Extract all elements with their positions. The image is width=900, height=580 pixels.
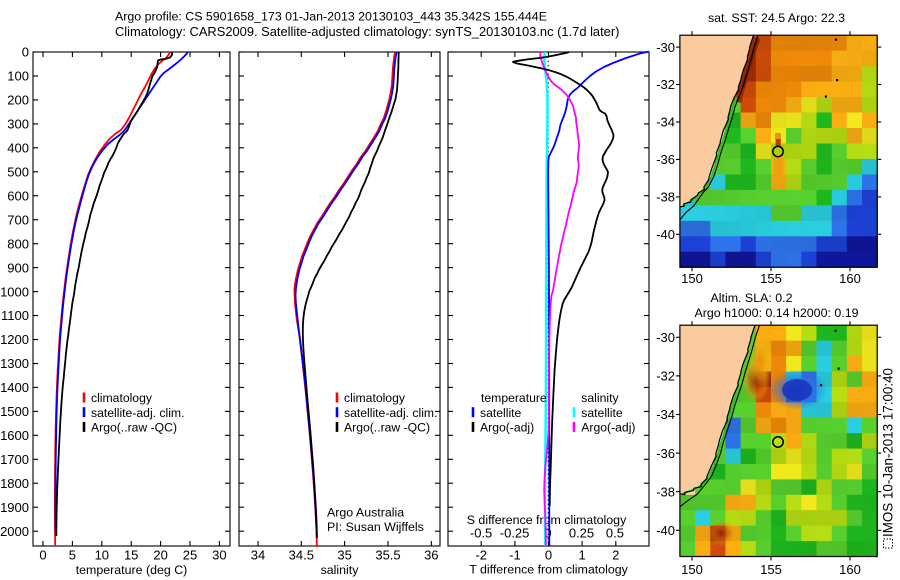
svg-text:Argo(-adj): Argo(-adj) xyxy=(480,421,534,435)
svg-text:climatology: climatology xyxy=(344,391,406,405)
svg-text:155: 155 xyxy=(760,562,782,577)
svg-text:34: 34 xyxy=(251,548,265,563)
svg-text:1500: 1500 xyxy=(0,404,29,419)
svg-text:800: 800 xyxy=(7,236,29,251)
svg-text:1200: 1200 xyxy=(0,332,29,347)
svg-text:0: 0 xyxy=(544,525,551,540)
svg-text:T difference from climatology: T difference from climatology xyxy=(469,563,628,577)
svg-text:2000: 2000 xyxy=(0,524,29,539)
svg-text:15: 15 xyxy=(124,548,138,563)
svg-text:160: 160 xyxy=(839,271,861,286)
svg-text:satellite-adj. clim.: satellite-adj. clim. xyxy=(91,406,184,420)
svg-text:160: 160 xyxy=(839,562,861,577)
svg-text:salinity: salinity xyxy=(321,563,360,577)
svg-text:satellite: satellite xyxy=(480,406,522,420)
svg-text:-40: -40 xyxy=(656,227,675,242)
svg-text:-1: -1 xyxy=(509,548,521,563)
svg-text:155: 155 xyxy=(760,271,782,286)
svg-text:sat. SST: 24.5 Argo: 22.3: sat. SST: 24.5 Argo: 22.3 xyxy=(708,11,845,25)
svg-text:34.5: 34.5 xyxy=(289,548,314,563)
svg-text:300: 300 xyxy=(7,117,29,132)
svg-text:-30: -30 xyxy=(656,330,675,345)
svg-text:-38: -38 xyxy=(656,190,675,205)
svg-text:10: 10 xyxy=(95,548,109,563)
svg-text:Altim. SLA: 0.2: Altim. SLA: 0.2 xyxy=(711,291,793,305)
svg-text:0: 0 xyxy=(39,548,46,563)
svg-text:5: 5 xyxy=(69,548,76,563)
svg-text:Argo profile: CS 5901658_173 0: Argo profile: CS 5901658_173 01-Jan-2013… xyxy=(115,10,547,24)
svg-text:-36: -36 xyxy=(656,152,675,167)
svg-text:0.5: 0.5 xyxy=(606,525,624,540)
svg-text:PI: Susan Wijffels: PI: Susan Wijffels xyxy=(327,520,424,534)
svg-text:100: 100 xyxy=(7,69,29,84)
svg-text:Argo(..raw -QC): Argo(..raw -QC) xyxy=(344,421,430,435)
svg-text:900: 900 xyxy=(7,260,29,275)
svg-text:-38: -38 xyxy=(656,484,675,499)
svg-text:-0.5: -0.5 xyxy=(470,525,492,540)
svg-text:36: 36 xyxy=(424,548,438,563)
svg-text:Argo Australia: Argo Australia xyxy=(327,506,404,520)
svg-text:35: 35 xyxy=(337,548,351,563)
svg-text:climatology: climatology xyxy=(91,391,153,405)
svg-text:satellite: satellite xyxy=(581,406,623,420)
svg-text:Climatology: CARS2009. Satelli: Climatology: CARS2009. Satellite-adjuste… xyxy=(115,24,619,39)
svg-text:-32: -32 xyxy=(656,369,675,384)
svg-text:-34: -34 xyxy=(656,115,675,130)
svg-text:-0.25: -0.25 xyxy=(500,525,530,540)
svg-text:0.25: 0.25 xyxy=(569,525,594,540)
svg-text:1600: 1600 xyxy=(0,428,29,443)
svg-text:1300: 1300 xyxy=(0,356,29,371)
svg-text:1900: 1900 xyxy=(0,500,29,515)
svg-text:-40: -40 xyxy=(656,523,675,538)
svg-text:25: 25 xyxy=(183,548,197,563)
svg-text:temperature (deg C): temperature (deg C) xyxy=(76,563,188,577)
svg-text:1: 1 xyxy=(578,548,585,563)
svg-text:150: 150 xyxy=(681,562,703,577)
svg-text:-34: -34 xyxy=(656,407,675,422)
svg-text:0: 0 xyxy=(545,548,552,563)
svg-text:Argo(-adj): Argo(-adj) xyxy=(581,421,635,435)
svg-text:20: 20 xyxy=(153,548,167,563)
svg-text:1400: 1400 xyxy=(0,380,29,395)
svg-text:1800: 1800 xyxy=(0,476,29,491)
svg-text:1000: 1000 xyxy=(0,284,29,299)
svg-text:400: 400 xyxy=(7,141,29,156)
svg-text:30: 30 xyxy=(212,548,226,563)
svg-text:500: 500 xyxy=(7,165,29,180)
svg-text:Argo h1000: 0.14 h2000: 0.19: Argo h1000: 0.14 h2000: 0.19 xyxy=(695,306,859,320)
svg-text:satellite-adj. clim.: satellite-adj. clim. xyxy=(344,406,437,420)
svg-text:0: 0 xyxy=(22,45,29,60)
svg-text:1700: 1700 xyxy=(0,452,29,467)
svg-text:-30: -30 xyxy=(656,40,675,55)
svg-text:700: 700 xyxy=(7,212,29,227)
svg-text:1100: 1100 xyxy=(1,308,29,323)
svg-text:600: 600 xyxy=(7,188,29,203)
svg-text:S difference from climatology: S difference from climatology xyxy=(467,513,627,527)
svg-text:2: 2 xyxy=(612,548,619,563)
svg-text:150: 150 xyxy=(681,271,703,286)
svg-text:-36: -36 xyxy=(656,446,675,461)
svg-text:200: 200 xyxy=(7,93,29,108)
svg-text:Argo(..raw -QC): Argo(..raw -QC) xyxy=(91,421,177,435)
svg-text:-2: -2 xyxy=(475,548,487,563)
svg-text:IMOS 10-Jan-2013 17:00:40: IMOS 10-Jan-2013 17:00:40 xyxy=(881,368,896,537)
svg-text:-32: -32 xyxy=(656,77,675,92)
svg-text:temperature: temperature xyxy=(481,391,547,405)
svg-text:35.5: 35.5 xyxy=(375,548,400,563)
svg-text:salinity: salinity xyxy=(581,391,619,405)
